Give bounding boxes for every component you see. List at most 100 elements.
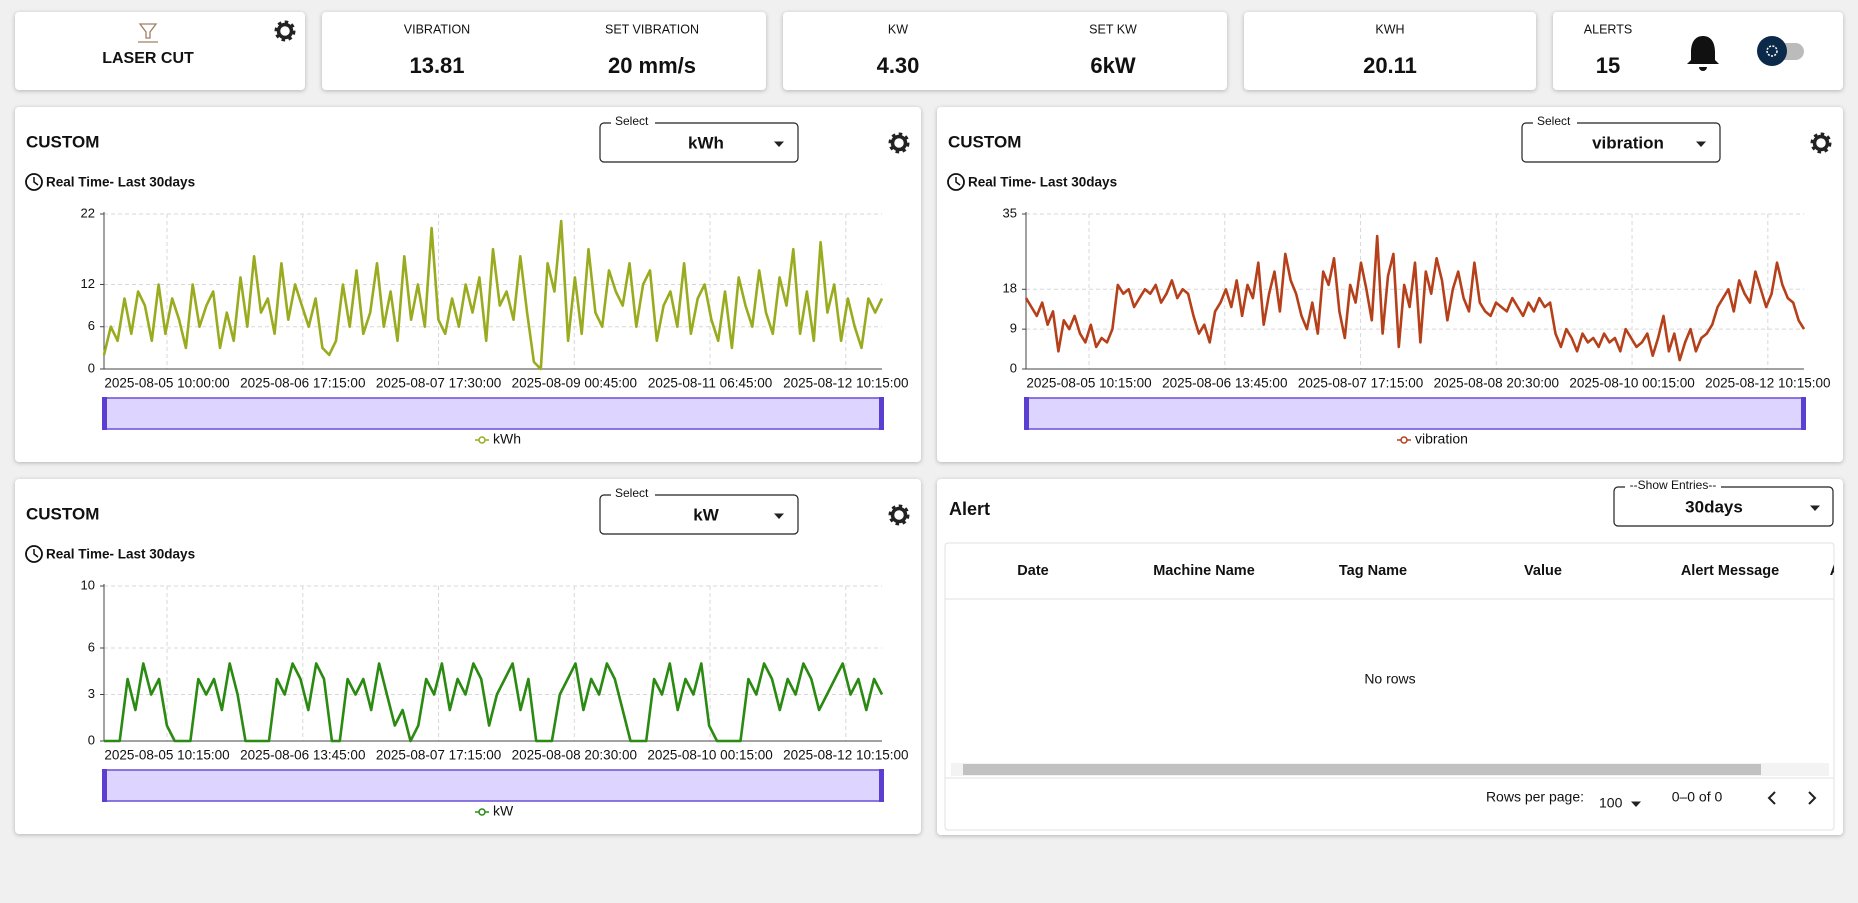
- prev-page[interactable]: [1767, 791, 1776, 805]
- gear-icon: [1812, 134, 1830, 152]
- x-tick-label: 2025-08-06 13:45:00: [240, 748, 365, 763]
- zoom-slider[interactable]: [1025, 397, 1805, 430]
- column-header: Date: [1017, 563, 1048, 579]
- select-value: vibration: [1592, 133, 1664, 152]
- select-box[interactable]: [599, 122, 799, 163]
- select-label: --Show Entries--: [1630, 478, 1717, 492]
- caret: [774, 513, 784, 519]
- legend-label: vibration: [1415, 431, 1468, 447]
- chart-panel: [15, 479, 921, 834]
- chart-title: CUSTOM: [26, 132, 99, 151]
- gear-icon: [890, 134, 908, 152]
- card-value: 6kW: [1090, 53, 1135, 78]
- select-box[interactable]: [1613, 486, 1834, 527]
- x-tick-label: 2025-08-10 00:15:00: [647, 748, 772, 763]
- y-tick-label: 3: [88, 686, 95, 701]
- y-tick-label: 6: [88, 639, 95, 654]
- card-label: KW: [888, 22, 908, 36]
- gear-icon: [276, 22, 294, 40]
- data-line: [102, 219, 884, 371]
- column-header: Value: [1524, 563, 1562, 579]
- scroll-thumb[interactable]: [963, 764, 1761, 775]
- bell-icon[interactable]: [1687, 36, 1719, 71]
- rows-per-page-value: 100: [1599, 795, 1623, 811]
- card-value: 20.11: [1363, 53, 1417, 78]
- machine-name: LASER CUT: [102, 50, 194, 67]
- column-header: Alert Message: [1681, 563, 1779, 579]
- card-label: ALERTS: [1584, 22, 1632, 36]
- x-tick-label: 2025-08-08 20:30:00: [512, 748, 637, 763]
- card-label: VIBRATION: [404, 22, 470, 36]
- card-label: SET VIBRATION: [605, 22, 699, 36]
- y-tick-label: 0: [88, 360, 95, 375]
- zoom-handle[interactable]: [1024, 397, 1029, 430]
- caret: [1631, 801, 1641, 807]
- zoom-handle[interactable]: [102, 769, 107, 802]
- card-label: SET KW: [1089, 22, 1137, 36]
- y-tick-label: 22: [81, 205, 95, 220]
- data-line: [1024, 234, 1806, 362]
- zoom-slider[interactable]: [103, 397, 883, 430]
- y-tick-label: 35: [1003, 205, 1017, 220]
- select-label-bg: [1533, 117, 1577, 127]
- clock-hand: [33, 177, 39, 186]
- legend-dot: [478, 808, 486, 816]
- rows-per-page-label: Rows per page:: [1486, 789, 1584, 805]
- column-header: Tag Name: [1339, 563, 1407, 579]
- data-line: [104, 662, 884, 743]
- card: [15, 12, 305, 90]
- clock-hand: [33, 549, 39, 558]
- clock-icon: [947, 173, 965, 191]
- y-tick-label: 18: [1003, 281, 1017, 296]
- x-tick-label: 2025-08-12 10:15:00: [1705, 376, 1830, 391]
- card: [322, 12, 766, 90]
- chart-panel: [937, 107, 1843, 462]
- y-tick-label: 12: [81, 276, 95, 291]
- select-label: Select: [615, 114, 649, 128]
- card-value: 4.30: [877, 53, 920, 78]
- card-value: 13.81: [409, 53, 464, 78]
- card: [1244, 12, 1536, 90]
- select-label: Select: [615, 486, 649, 500]
- x-tick-label: 2025-08-06 17:15:00: [240, 376, 365, 391]
- select-value: kWh: [688, 133, 724, 152]
- zoom-handle[interactable]: [879, 769, 884, 802]
- legend-label: kW: [493, 803, 514, 819]
- zoom-handle[interactable]: [879, 397, 884, 430]
- zoom-handle[interactable]: [1801, 397, 1806, 430]
- x-tick-label: 2025-08-07 17:15:00: [376, 748, 501, 763]
- card-label: KWH: [1375, 22, 1404, 36]
- x-tick-label: 2025-08-05 10:15:00: [1026, 376, 1151, 391]
- zoom-slider[interactable]: [103, 769, 883, 802]
- x-tick-label: 2025-08-07 17:30:00: [376, 376, 501, 391]
- x-tick-label: 2025-08-06 13:45:00: [1162, 376, 1287, 391]
- chart-subtitle: Real Time- Last 30days: [46, 547, 195, 562]
- next-page[interactable]: [1808, 791, 1817, 805]
- select-value: kW: [693, 505, 719, 524]
- legend-label: kWh: [493, 431, 521, 447]
- y-tick-label: 0: [88, 732, 95, 747]
- select-box[interactable]: [1521, 122, 1721, 163]
- x-tick-label: 2025-08-12 10:15:00: [783, 376, 908, 391]
- legend-dot: [1400, 436, 1408, 444]
- x-tick-label: 2025-08-10 00:15:00: [1569, 376, 1694, 391]
- caret: [1696, 141, 1706, 147]
- zoom-handle[interactable]: [102, 397, 107, 430]
- clock-icon: [25, 173, 43, 191]
- x-tick-label: 2025-08-08 20:30:00: [1434, 376, 1559, 391]
- x-tick-label: 2025-08-09 00:45:00: [512, 376, 637, 391]
- clock-icon: [25, 545, 43, 563]
- x-tick-label: 2025-08-05 10:15:00: [104, 748, 229, 763]
- x-tick-label: 2025-08-07 17:15:00: [1298, 376, 1423, 391]
- select-box[interactable]: [599, 494, 799, 535]
- select-value: 30days: [1685, 497, 1743, 516]
- chart-subtitle: Real Time- Last 30days: [968, 175, 1117, 190]
- x-tick-label: 2025-08-11 06:45:00: [648, 376, 772, 391]
- chart-title: CUSTOM: [948, 132, 1021, 151]
- card: [783, 12, 1227, 90]
- select-label-bg: [611, 117, 655, 127]
- x-tick-label: 2025-08-12 10:15:00: [783, 748, 908, 763]
- caret: [1810, 505, 1820, 511]
